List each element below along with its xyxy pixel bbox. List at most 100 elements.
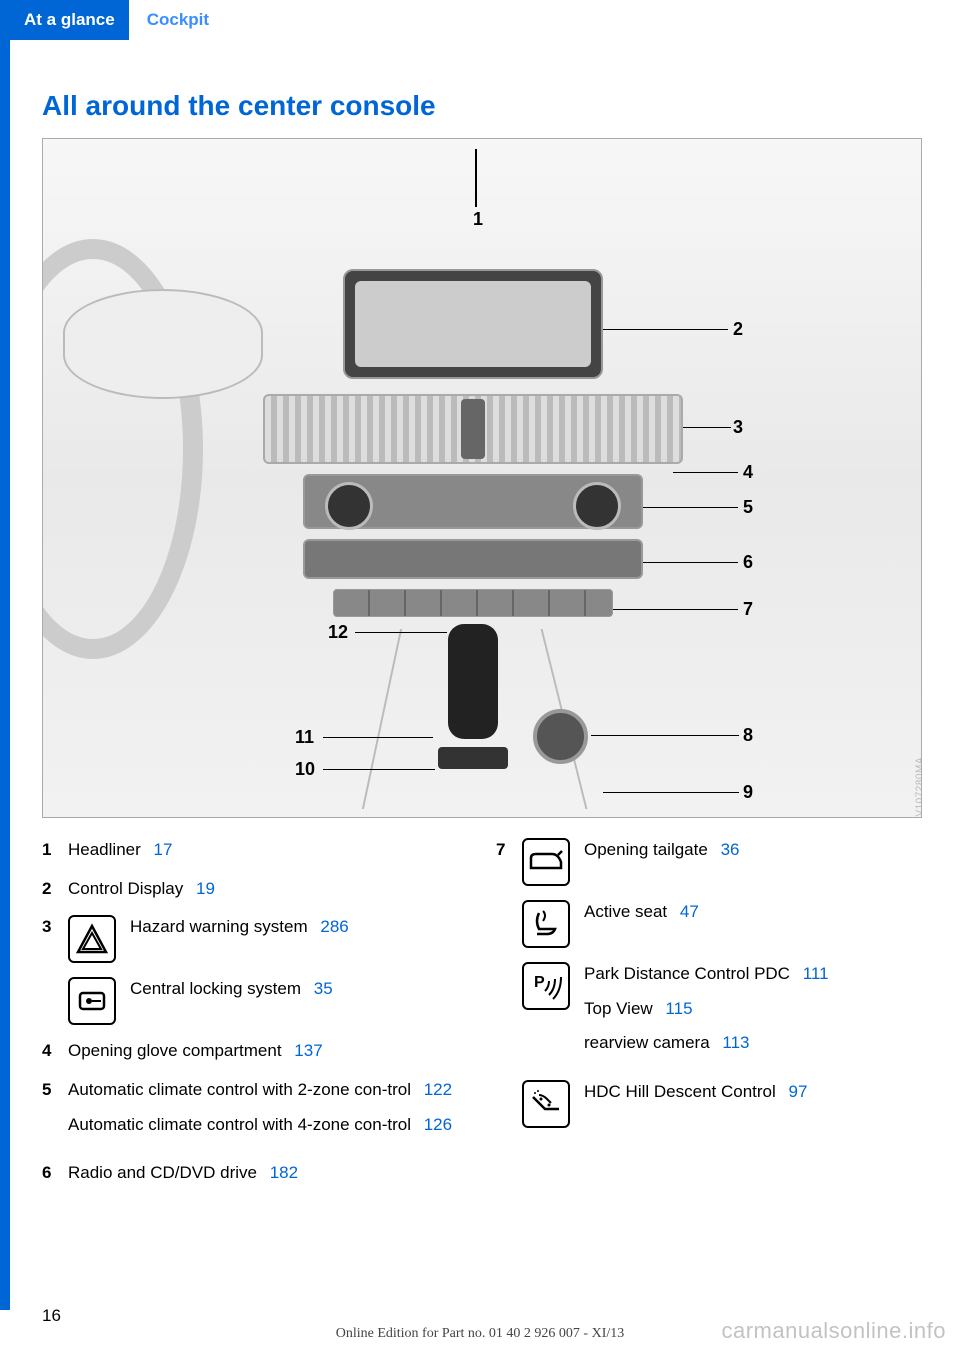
legend-label: Control Display [68,879,183,898]
page-link[interactable]: 113 [722,1033,749,1052]
page-link[interactable]: 137 [294,1041,322,1060]
legend-label: Automatic climate control with 2-zone co… [68,1080,411,1099]
legend-number: 7 [496,838,522,863]
hdc-icon [522,1080,570,1128]
legend-label: Top View [584,999,653,1018]
legend-item-4: 4 Opening glove compartment 137 [42,1039,468,1064]
legend-label: HDC Hill Descent Control [584,1082,776,1101]
callout-11: 11 [295,727,314,748]
legend-text: HDC Hill Descent Control 97 [584,1080,922,1105]
hazard-button-shape [461,399,485,459]
legend-label: Opening glove compartment [68,1041,282,1060]
legend-text: Hazard warning system 286 [130,915,468,940]
legend-text: Headliner 17 [68,838,468,863]
legend-item-3-lock: Central locking system 35 [42,977,468,1025]
page-link[interactable]: 286 [320,917,348,936]
page-link[interactable]: 122 [424,1080,452,1099]
legend-label: Park Distance Control PDC [584,964,790,983]
legend-text: Central locking system 35 [130,977,468,1002]
control-display-shape [343,269,603,379]
legend-number: 5 [42,1078,68,1103]
callout-line [643,562,738,563]
legend-number: 3 [42,915,68,940]
callout-9: 9 [743,782,753,803]
legend-left-column: 1 Headliner 17 2 Control Display 19 3 Ha… [42,838,468,1200]
gear-shifter-shape [448,624,498,739]
page-link[interactable]: 97 [789,1082,808,1101]
legend-item-7-pdc: P Park Distance Control PDC 111 Top View… [496,962,922,1066]
legend-label: Active seat [584,902,667,921]
callout-12: 12 [328,622,348,643]
legend-number: 6 [42,1161,68,1186]
page-link[interactable]: 182 [270,1163,298,1182]
legend-text: Automatic climate control with 2-zone co… [68,1078,468,1147]
callout-line [355,632,447,633]
callout-line [591,735,739,736]
header-section-active: At a glance [0,0,129,40]
page-link[interactable]: 111 [803,964,829,983]
button-row-shape [333,589,613,617]
legend-text: Park Distance Control PDC 111 Top View 1… [584,962,922,1066]
callout-line [603,792,739,793]
diagram-code: MV107280MA [914,757,922,818]
page-link[interactable]: 36 [721,840,740,859]
legend-label: Headliner [68,840,141,859]
callout-7: 7 [743,599,753,620]
legend-label: rearview camera [584,1033,710,1052]
page-number: 16 [42,1306,61,1326]
callout-6: 6 [743,552,753,573]
callout-3: 3 [733,417,743,438]
tailgate-icon [522,838,570,886]
page-header: At a glance Cockpit [0,0,960,40]
callout-line [323,769,435,770]
callout-line [613,609,738,610]
legend-item-5: 5 Automatic climate control with 2-zone … [42,1078,468,1147]
legend-text: Opening glove compartment 137 [68,1039,468,1064]
page-link[interactable]: 115 [665,999,692,1018]
legend-item-2: 2 Control Display 19 [42,877,468,902]
legend-label: Central locking system [130,979,301,998]
callout-4: 4 [743,462,753,483]
legend-item-3-hazard: 3 Hazard warning system 286 [42,915,468,963]
page-title: All around the center console [42,90,436,122]
page-link[interactable]: 126 [424,1115,452,1134]
header-subsection: Cockpit [129,0,227,40]
callout-line [683,427,731,428]
legend-text: Control Display 19 [68,877,468,902]
legend-right-column: 7 Opening tailgate 36 Active seat 47 P [496,838,922,1200]
hazard-icon [68,915,116,963]
callout-line [643,507,738,508]
callout-1: 1 [473,209,483,230]
page-link[interactable]: 47 [680,902,699,921]
center-console-diagram: 1 2 3 4 5 6 7 8 9 10 11 12 MV107280MA [42,138,922,818]
legend-text: Opening tailgate 36 [584,838,922,863]
page-link[interactable]: 17 [154,840,173,859]
callout-10: 10 [295,759,315,780]
legend-columns: 1 Headliner 17 2 Control Display 19 3 Ha… [42,838,922,1200]
legend-number: 2 [42,877,68,902]
callout-line [603,329,728,330]
legend-item-7-tailgate: 7 Opening tailgate 36 [496,838,922,886]
callout-2: 2 [733,319,743,340]
page-link[interactable]: 35 [314,979,333,998]
legend-number: 1 [42,838,68,863]
legend-text: Active seat 47 [584,900,922,925]
svg-text:P: P [534,974,545,991]
legend-item-7-seat: Active seat 47 [496,900,922,948]
site-watermark: carmanualsonline.info [721,1318,946,1344]
legend-label: Opening tailgate [584,840,708,859]
legend-item-6: 6 Radio and CD/DVD drive 182 [42,1161,468,1186]
radio-panel-shape [303,539,643,579]
legend-text: Radio and CD/DVD drive 182 [68,1161,468,1186]
climate-panel-shape [303,474,643,529]
legend-label: Hazard warning system [130,917,308,936]
page-link[interactable]: 19 [196,879,215,898]
tunnel-left-shape [244,629,402,809]
instrument-cluster-shape [63,289,263,399]
legend-item-7-hdc: HDC Hill Descent Control 97 [496,1080,922,1128]
active-seat-icon [522,900,570,948]
parking-brake-shape [438,747,508,769]
pdc-icon: P [522,962,570,1010]
callout-line [673,472,738,473]
callout-line [323,737,433,738]
